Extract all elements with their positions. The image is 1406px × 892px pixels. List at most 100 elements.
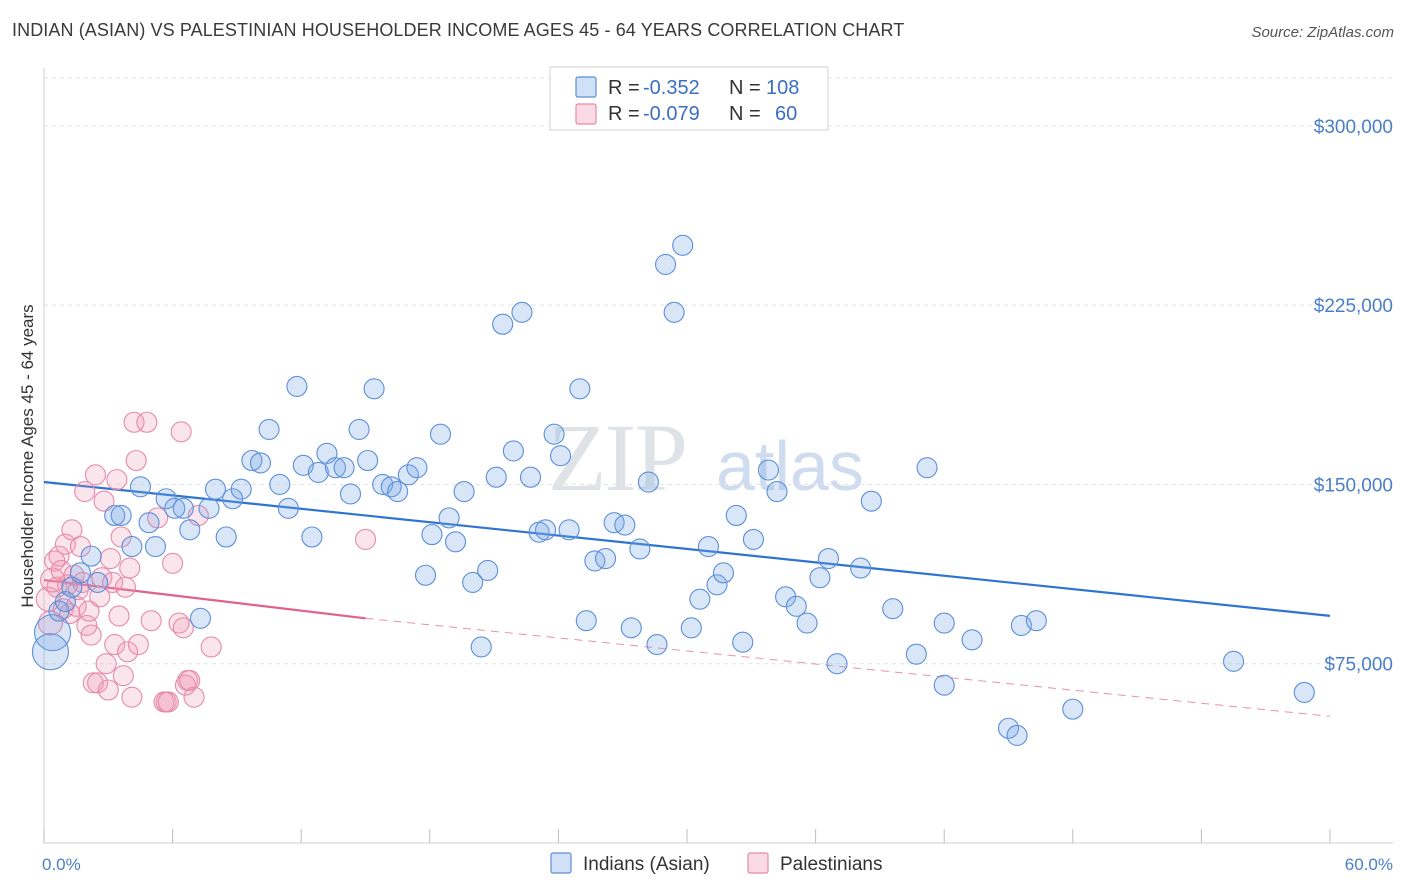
point-palestinians: [157, 691, 179, 713]
point-indians: [882, 598, 904, 620]
legend-r-value-2: -0.079: [643, 103, 700, 125]
y-tick-label: $300,000: [1314, 117, 1393, 138]
point-indians: [558, 519, 580, 541]
point-indians: [620, 617, 642, 639]
point-indians: [144, 536, 167, 558]
point-indians: [34, 614, 72, 652]
point-indians: [916, 457, 938, 479]
point-palestinians: [200, 636, 222, 658]
point-indians: [732, 631, 754, 653]
point-indians: [809, 567, 831, 589]
point-indians: [444, 531, 467, 553]
point-palestinians: [99, 547, 121, 570]
point-palestinians: [140, 610, 162, 632]
point-indians: [230, 478, 252, 500]
point-palestinians: [119, 557, 141, 579]
point-indians: [663, 301, 685, 323]
point-indians: [204, 478, 227, 500]
legend-swatch-blue: [575, 76, 597, 98]
point-palestinians: [179, 669, 201, 691]
point-indians: [54, 590, 76, 613]
point-indians: [826, 653, 848, 675]
point-indians: [680, 617, 702, 639]
point-palestinians: [80, 624, 102, 646]
point-indians: [198, 497, 220, 519]
point-indians: [766, 481, 788, 503]
y-tick-labels: $75,000 $150,000 $225,000 $300,000: [1314, 117, 1393, 676]
point-indians: [470, 636, 492, 658]
legend-r-label-1: R =: [608, 77, 640, 99]
point-indians: [796, 612, 818, 634]
point-palestinians: [354, 528, 377, 550]
y-tick-label: $75,000: [1324, 655, 1393, 676]
point-palestinians: [84, 464, 106, 486]
point-indians: [189, 607, 212, 629]
point-indians: [614, 514, 636, 536]
point-indians: [646, 634, 668, 656]
point-indians: [1025, 610, 1047, 632]
series-swatch-palestinians: [747, 852, 769, 874]
point-indians: [172, 497, 194, 519]
point-indians: [502, 440, 524, 462]
point-palestinians: [104, 634, 126, 656]
point-indians: [584, 550, 606, 572]
series-swatch-indians: [550, 852, 572, 874]
watermark-zip: ZIP: [548, 404, 686, 511]
point-indians: [492, 313, 514, 335]
point-indians: [421, 524, 443, 546]
point-indians: [850, 557, 872, 579]
point-indians: [414, 564, 437, 586]
point-indians: [138, 512, 160, 534]
point-indians: [785, 595, 807, 617]
point-indians: [569, 378, 591, 400]
point-palestinians: [97, 679, 119, 701]
legend-n-label-2: N =: [729, 103, 761, 125]
point-indians: [1062, 698, 1084, 720]
point-indians: [277, 497, 299, 519]
point-indians: [905, 643, 927, 665]
chart-title: INDIAN (ASIAN) VS PALESTINIAN HOUSEHOLDE…: [12, 20, 905, 40]
point-indians: [575, 610, 597, 632]
point-indians: [655, 253, 677, 276]
point-indians: [215, 526, 237, 548]
point-indians: [595, 547, 617, 570]
point-indians: [477, 559, 499, 582]
y-tick-label: $225,000: [1314, 296, 1393, 317]
point-palestinians: [102, 571, 124, 593]
point-palestinians: [123, 411, 145, 433]
point-palestinians: [87, 672, 109, 694]
point-palestinians: [114, 576, 136, 598]
point-indians: [31, 633, 69, 671]
chart-source: Source: ZipAtlas.com: [1251, 24, 1394, 41]
point-indians: [129, 476, 151, 498]
point-indians: [462, 571, 484, 593]
point-indians: [121, 536, 143, 558]
point-palestinians: [127, 634, 149, 656]
point-indians: [672, 234, 694, 256]
point-indians: [387, 481, 409, 503]
point-palestinians: [117, 641, 139, 663]
point-indians: [357, 449, 379, 472]
point-palestinians: [121, 686, 143, 708]
point-indians: [87, 571, 109, 593]
point-indians: [249, 452, 272, 474]
point-palestinians: [112, 665, 134, 687]
point-indians: [1223, 650, 1245, 672]
point-indians: [258, 418, 280, 440]
point-indians: [712, 562, 734, 584]
point-indians: [706, 574, 728, 596]
point-palestinians: [93, 490, 115, 512]
point-indians: [307, 461, 329, 484]
point-indians: [511, 301, 533, 323]
point-indians: [164, 497, 186, 519]
point-indians: [519, 466, 542, 488]
point-palestinians: [162, 552, 184, 574]
point-indians: [549, 445, 572, 467]
point-indians: [333, 457, 355, 479]
series-legend: Indians (Asian) Palestinians: [550, 852, 882, 875]
trendline-indians: [43, 480, 1331, 617]
legend-r-value-1: -0.352: [643, 77, 700, 99]
legend-n-value-2: 60: [775, 103, 797, 125]
point-indians: [1006, 724, 1028, 746]
